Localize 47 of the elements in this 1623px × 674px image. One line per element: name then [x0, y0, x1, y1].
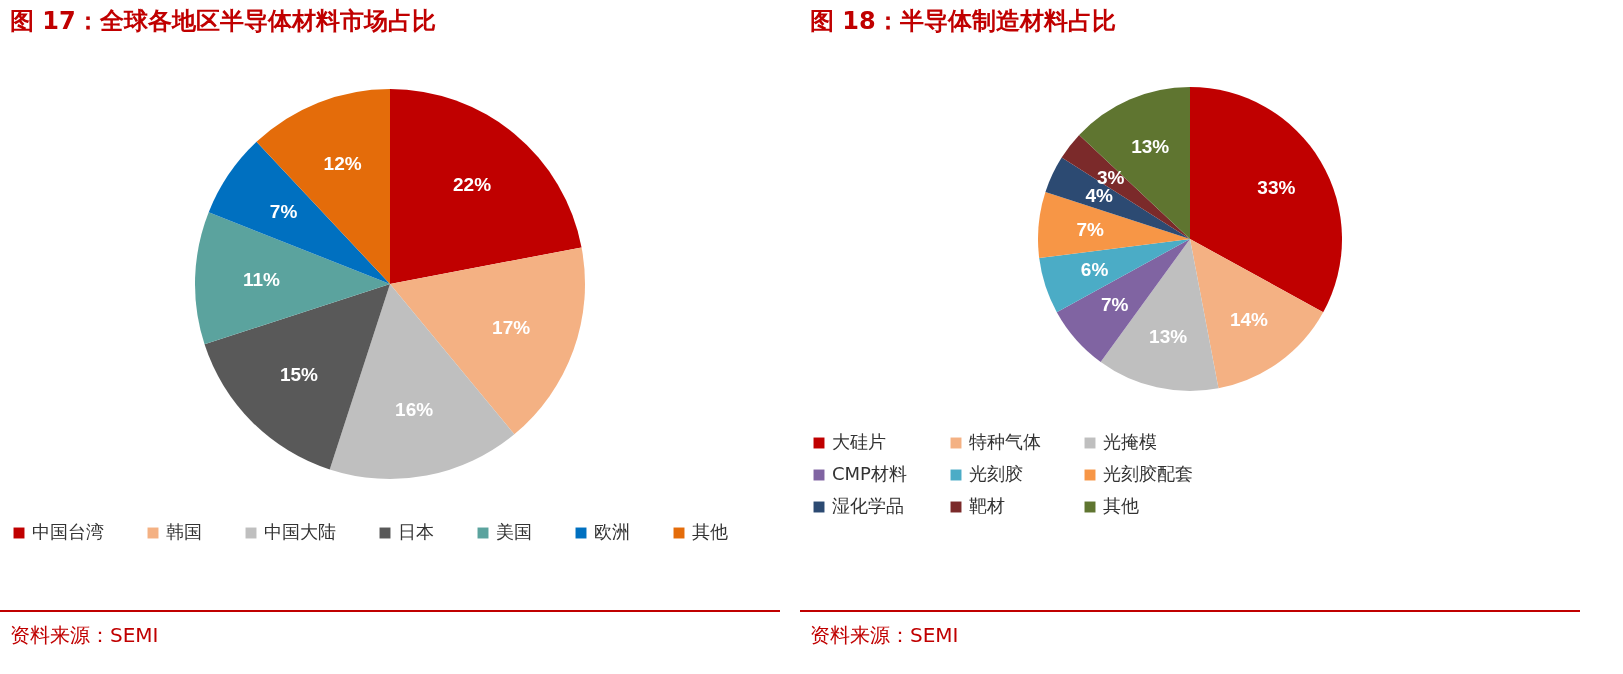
data-label: 16% — [395, 399, 434, 421]
legend-label: 其他 — [1103, 495, 1139, 516]
data-label: 3% — [1097, 166, 1125, 188]
legend-label: 美国 — [496, 521, 532, 542]
chart-title: 图 18：半导体制造材料占比 — [810, 7, 1116, 35]
pie-slice — [1045, 157, 1190, 239]
legend-label: 光刻胶配套 — [1103, 463, 1193, 484]
pie-slice — [390, 247, 585, 435]
pie-slice — [208, 141, 390, 284]
pie-slice — [1190, 87, 1342, 313]
text: 资料来源：SEMI — [810, 622, 960, 649]
data-label: 6% — [1080, 259, 1109, 280]
data-label: 7% — [269, 200, 298, 222]
data-label: 22% — [453, 173, 492, 195]
data-label: 4% — [1085, 185, 1114, 207]
data-label: 33% — [1257, 176, 1296, 198]
legend-label: 韩国 — [166, 521, 202, 542]
data-label: 17% — [492, 316, 531, 338]
pie-slice — [1056, 239, 1190, 362]
legend-label: 日本 — [398, 521, 434, 542]
legend-label: 中国大陆 — [264, 521, 336, 542]
legend-label: CMP材料 — [832, 463, 907, 484]
legend-label: 其他 — [692, 521, 728, 542]
pie-slice — [204, 284, 390, 470]
data-label: 12% — [323, 153, 362, 175]
legend-label: 特种气体 — [969, 431, 1041, 452]
legend-label: 大硅片 — [832, 431, 886, 452]
text: 资料来源：SEMI — [10, 622, 160, 649]
data-label: 11% — [242, 268, 280, 290]
legend-label: 靶材 — [969, 495, 1005, 516]
data-label: 7% — [1101, 294, 1129, 316]
data-label: 13% — [1131, 135, 1170, 157]
pie-slice — [1079, 87, 1190, 239]
pie-slice — [390, 89, 582, 284]
legend-label: 光刻胶 — [969, 463, 1023, 484]
data-label: 13% — [1149, 325, 1188, 347]
pie-slice — [1039, 239, 1190, 313]
legend-label: 湿化学品 — [832, 495, 904, 516]
data-label: 7% — [1076, 218, 1104, 240]
legend-label: 光掩模 — [1103, 431, 1157, 452]
chart-title: 图 17：全球各地区半导体材料市场占比 — [10, 7, 436, 35]
pie-slice — [1190, 239, 1324, 389]
legend-label: 欧洲 — [594, 521, 630, 542]
data-label: 15% — [279, 364, 319, 385]
pie-slice — [1061, 134, 1190, 239]
data-label: 14% — [1229, 309, 1269, 331]
legend-label: 中国台湾 — [32, 521, 104, 542]
